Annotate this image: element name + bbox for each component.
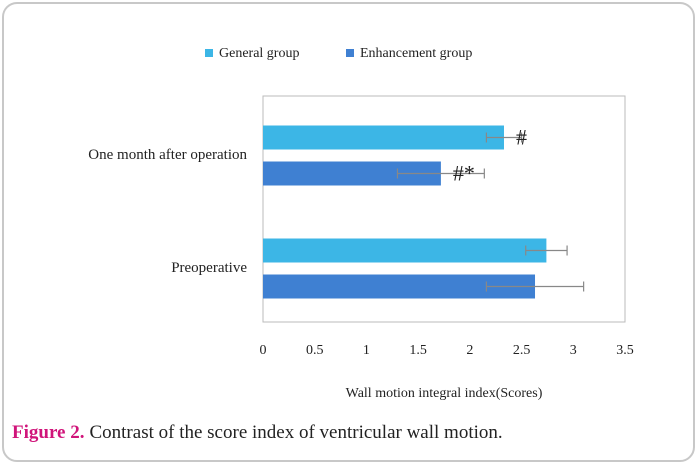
annotation: # [516,125,527,150]
y-tick-label: Preoperative [171,260,247,276]
error-bar [485,281,585,292]
caption-label: Figure 2. [12,422,84,443]
error-bar [485,132,523,143]
x-tick-label: 2 [466,343,473,358]
x-tick-label: 3 [570,343,577,358]
caption: Figure 2. Contrast of the score index of … [12,422,503,443]
error-bar [396,168,485,179]
x-tick-label: 1 [363,343,370,358]
plot-area [262,95,626,323]
x-tick-label: 0 [260,343,267,358]
legend-label: General group [219,46,299,61]
x-tick-label: 3.5 [616,343,634,358]
annotation: #* [453,161,475,186]
x-tick-label: 0.5 [306,343,324,358]
x-axis-label: Wall motion integral index(Scores) [346,386,543,401]
x-tick-label: 1.5 [409,343,427,358]
bar [263,238,547,263]
error-bar [525,245,568,256]
y-tick-label: One month after operation [88,147,247,163]
legend-swatch [205,49,213,57]
x-tick-label: 2.5 [513,343,531,358]
legend-label: Enhancement group [360,46,472,61]
legend-swatch [346,49,354,57]
bar [263,125,504,150]
caption-text: Contrast of the score index of ventricul… [89,422,502,443]
